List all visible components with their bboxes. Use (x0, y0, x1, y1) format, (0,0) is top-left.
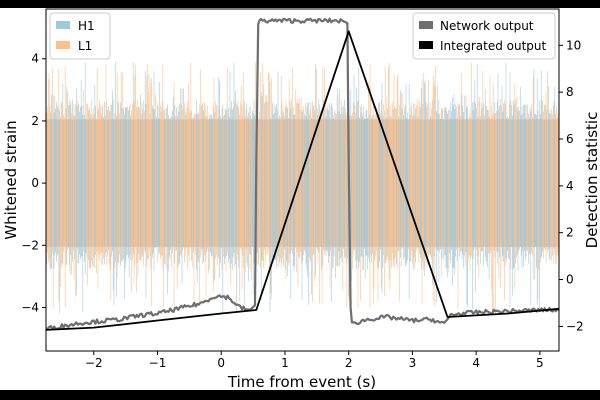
x-axis-label: Time from event (s) (227, 373, 376, 391)
y-right-tick-label: 2 (566, 226, 574, 240)
plot-area (46, 17, 559, 331)
x-tick-label: 0 (217, 356, 225, 370)
y-right-tick-label: −2 (566, 319, 584, 333)
legend-right: Network output Integrated output (412, 12, 556, 60)
legend-l1-swatch (56, 41, 70, 49)
series-line-integrated-output (46, 30, 559, 331)
strain-noise-l1 (46, 62, 559, 314)
y-left-tick-label: 2 (31, 114, 39, 128)
x-tick-label: −2 (85, 356, 103, 370)
y-right-tick-label: 4 (566, 179, 574, 193)
y-right-axis-ticks: −2 0 2 4 6 8 10 (559, 38, 584, 333)
series-line-network-output (46, 17, 559, 331)
x-tick-label: 3 (409, 356, 417, 370)
x-tick-label: 2 (345, 356, 353, 370)
y-right-tick-label: 8 (566, 85, 574, 99)
y-right-axis-label: Detection statistic (583, 112, 600, 249)
legend-network-swatch (419, 21, 433, 29)
y-right-tick-label: 0 (566, 273, 574, 287)
legend-h1-label: H1 (78, 19, 95, 33)
legend-network-label: Network output (440, 19, 534, 33)
legend-l1-label: L1 (78, 39, 92, 53)
x-axis-ticks: −2 −1 0 1 2 3 4 5 (85, 351, 544, 370)
x-tick-label: 1 (281, 356, 289, 370)
strain-noise (46, 62, 559, 314)
legend-right-frame (412, 12, 556, 60)
axes-frame (45, 8, 560, 352)
legend-integrated-label: Integrated output (440, 39, 547, 53)
y-left-axis-ticks: −4 −2 0 2 4 (21, 52, 46, 314)
y-left-tick-label: 4 (31, 52, 39, 66)
x-tick-label: 5 (536, 356, 544, 370)
y-left-tick-label: 0 (31, 176, 39, 190)
x-tick-label: −1 (149, 356, 167, 370)
y-left-tick-label: −4 (21, 300, 39, 314)
y-left-tick-label: −2 (21, 238, 39, 252)
y-right-tick-label: 6 (566, 132, 574, 146)
y-left-axis-label: Whitened strain (2, 120, 20, 239)
legend-left: H1 L1 (49, 12, 111, 60)
x-tick-label: 4 (472, 356, 480, 370)
legend-integrated-swatch (419, 41, 433, 49)
legend-h1-swatch (56, 21, 70, 29)
series-layer (46, 17, 559, 331)
y-right-tick-label: 10 (566, 38, 581, 52)
strain-noise-h1 (46, 62, 559, 314)
